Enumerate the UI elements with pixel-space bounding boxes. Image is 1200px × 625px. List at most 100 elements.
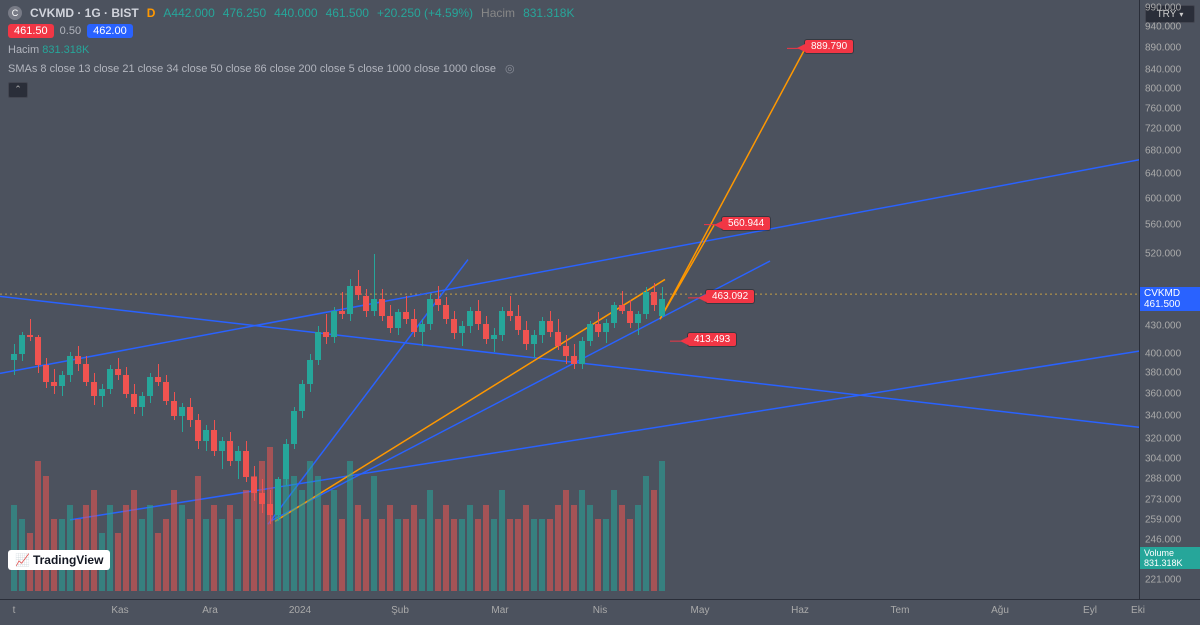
volume-bar <box>635 505 641 591</box>
y-tick: 890.000 <box>1145 43 1181 54</box>
volume-bar <box>107 505 113 591</box>
volume-bar <box>659 461 665 591</box>
volume-bar <box>163 519 169 591</box>
volume-bar <box>11 505 17 591</box>
x-tick: Ağu <box>991 605 1009 616</box>
y-tick: 600.000 <box>1145 193 1181 204</box>
collapse-button[interactable]: ⌃ <box>8 82 28 98</box>
volume-bar <box>491 519 497 591</box>
y-tick: 520.000 <box>1145 248 1181 259</box>
y-tick: 288.000 <box>1145 474 1181 485</box>
y-tick: 430.000 <box>1145 321 1181 332</box>
volume-tag: Volume 831.318K <box>1140 547 1200 569</box>
y-tick: 990.000 <box>1145 2 1181 13</box>
price-target-flag[interactable]: 889.790 <box>805 40 853 53</box>
volume-bar <box>123 505 129 591</box>
volume-bar <box>539 519 545 591</box>
chart-area[interactable]: 889.790 560.944 463.092 413.493 C CVKMD · 1… <box>0 0 1140 600</box>
y-tick: 560.000 <box>1145 220 1181 231</box>
y-tick: 259.000 <box>1145 514 1181 525</box>
volume-bar <box>531 519 537 591</box>
volume-bar <box>179 505 185 591</box>
y-tick: 840.000 <box>1145 65 1181 76</box>
volume-bar <box>547 519 553 591</box>
volume-bar <box>475 519 481 591</box>
time-axis[interactable]: tKasAra2024ŞubMarNisMayHazTemAğuEylEki <box>0 599 1200 625</box>
x-tick: t <box>13 605 16 616</box>
volume-bar <box>43 476 49 591</box>
volume-bar <box>339 519 345 591</box>
volume-bar <box>83 505 89 591</box>
volume-bar <box>315 476 321 591</box>
volume-bar <box>371 476 377 591</box>
y-tick: 400.000 <box>1145 348 1181 359</box>
volume-bar <box>235 519 241 591</box>
volume-bar <box>579 490 585 591</box>
eye-icon[interactable]: ◎ <box>505 63 515 75</box>
volume-bar <box>435 519 441 591</box>
volume-bar <box>139 519 145 591</box>
price-target-flag[interactable]: 413.493 <box>688 333 736 346</box>
x-tick: Tem <box>891 605 910 616</box>
volume-bar <box>555 505 561 591</box>
volume-bar <box>211 505 217 591</box>
volume-bar <box>627 519 633 591</box>
volume-bar <box>331 490 337 591</box>
badge-bid: 462.00 <box>87 24 133 38</box>
volume-bar <box>299 490 305 591</box>
volume-bar <box>515 519 521 591</box>
volume-bar <box>355 505 361 591</box>
volume-bar <box>195 476 201 591</box>
volume-bar <box>411 505 417 591</box>
volume-bar <box>251 476 257 591</box>
y-tick: 380.000 <box>1145 368 1181 379</box>
volume-bar <box>243 490 249 591</box>
symbol-header: C CVKMD · 1G · BIST D A442.000 476.250 4… <box>8 6 1070 20</box>
volume-bar <box>619 505 625 591</box>
volume-bar <box>651 490 657 591</box>
price-target-flag[interactable]: 560.944 <box>722 217 770 230</box>
volume-bar <box>267 447 273 591</box>
volume-bar <box>347 461 353 591</box>
volume-bar <box>219 519 225 591</box>
price-tag: CVKMD 461.500 <box>1140 287 1200 311</box>
volume-bar <box>187 519 193 591</box>
volume-bar <box>131 490 137 591</box>
volume-bar <box>611 490 617 591</box>
volume-bar <box>291 476 297 591</box>
volume-bar <box>483 505 489 591</box>
volume-bar <box>523 505 529 591</box>
x-tick: Eyl <box>1083 605 1097 616</box>
volume-bar <box>395 519 401 591</box>
y-tick: 273.000 <box>1145 494 1181 505</box>
volume-bar <box>307 461 313 591</box>
volume-bar <box>507 519 513 591</box>
tradingview-watermark: 📈 TradingView <box>8 550 110 570</box>
sma-line: SMAs 8 close 13 close 21 close 34 close … <box>8 62 515 75</box>
x-tick: Kas <box>111 605 128 616</box>
volume-bar <box>155 533 161 591</box>
y-tick: 940.000 <box>1145 22 1181 33</box>
volume-bar <box>259 461 265 591</box>
price-target-flag[interactable]: 463.092 <box>706 290 754 303</box>
volume-bar <box>587 505 593 591</box>
volume-bar <box>603 519 609 591</box>
volume-bar <box>379 519 385 591</box>
x-tick: Mar <box>491 605 508 616</box>
volume-bar <box>419 519 425 591</box>
volume-bar <box>35 461 41 591</box>
volume-bar <box>563 490 569 591</box>
volume-bar <box>443 505 449 591</box>
volume-bar <box>323 505 329 591</box>
y-tick: 360.000 <box>1145 389 1181 400</box>
volume-bar <box>499 490 505 591</box>
volume-bar <box>91 490 97 591</box>
volume-line: Hacim 831.318K <box>8 44 89 56</box>
y-tick: 221.000 <box>1145 575 1181 586</box>
price-axis[interactable]: TRY▾ 221.000233.000246.000259.000273.000… <box>1139 0 1200 600</box>
volume-bar <box>459 519 465 591</box>
volume-bar <box>67 505 73 591</box>
x-tick: Haz <box>791 605 809 616</box>
y-tick: 640.000 <box>1145 169 1181 180</box>
x-tick: May <box>691 605 710 616</box>
